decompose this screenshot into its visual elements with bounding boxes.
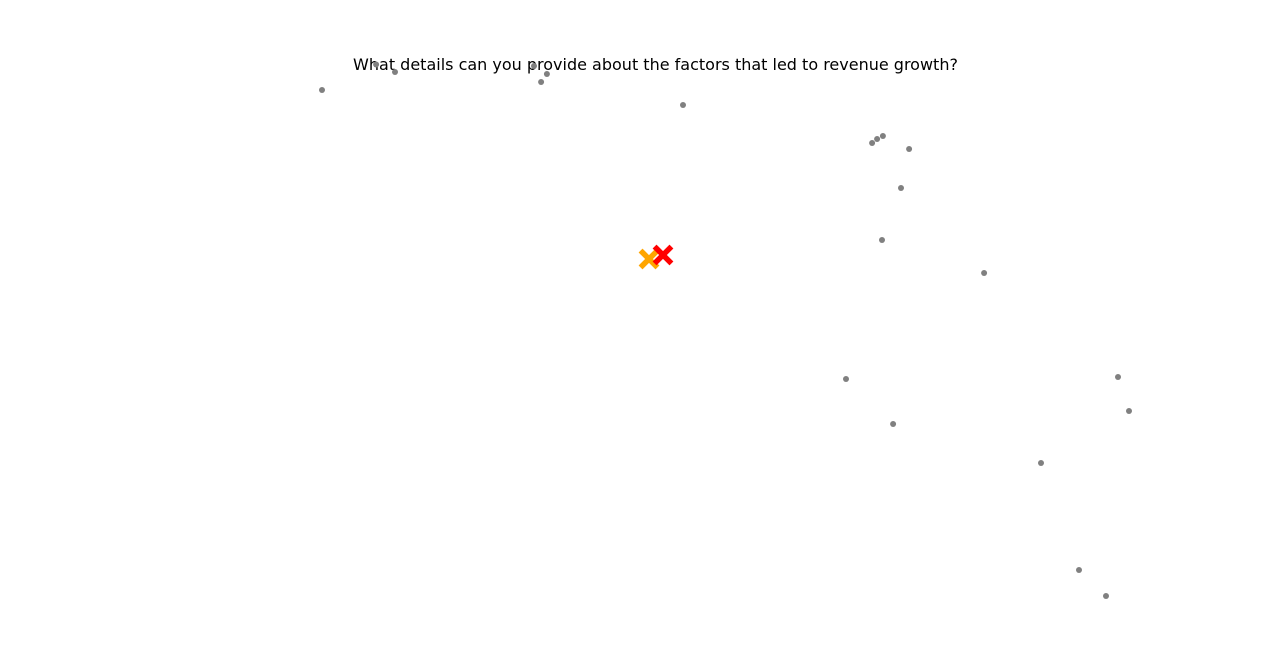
scatter-point	[879, 133, 886, 139]
chart-title: What details can you provide about the f…	[353, 55, 958, 74]
scatter-point	[1076, 567, 1082, 573]
scatter-point	[906, 146, 913, 152]
scatter-point	[531, 63, 537, 69]
x-marker-red	[652, 244, 674, 266]
scatter-point	[1126, 408, 1132, 414]
scatter-point	[319, 87, 325, 93]
scatter-point	[843, 376, 849, 382]
scatter-point	[874, 136, 881, 142]
scatter-point	[1103, 593, 1109, 599]
scatter-point	[1115, 374, 1121, 380]
scatter-point	[538, 79, 545, 85]
x-marker-orange	[638, 248, 660, 270]
scatter-point	[680, 102, 686, 108]
scatter-point	[879, 237, 885, 243]
scatter-point	[869, 140, 876, 146]
scatter-point	[890, 421, 897, 427]
scatter-point	[1038, 460, 1044, 466]
scatter-point	[392, 69, 398, 75]
scatter-point	[373, 61, 380, 68]
scatter-point	[981, 270, 988, 276]
scatter-point	[543, 71, 550, 77]
scatter-point	[898, 185, 904, 191]
